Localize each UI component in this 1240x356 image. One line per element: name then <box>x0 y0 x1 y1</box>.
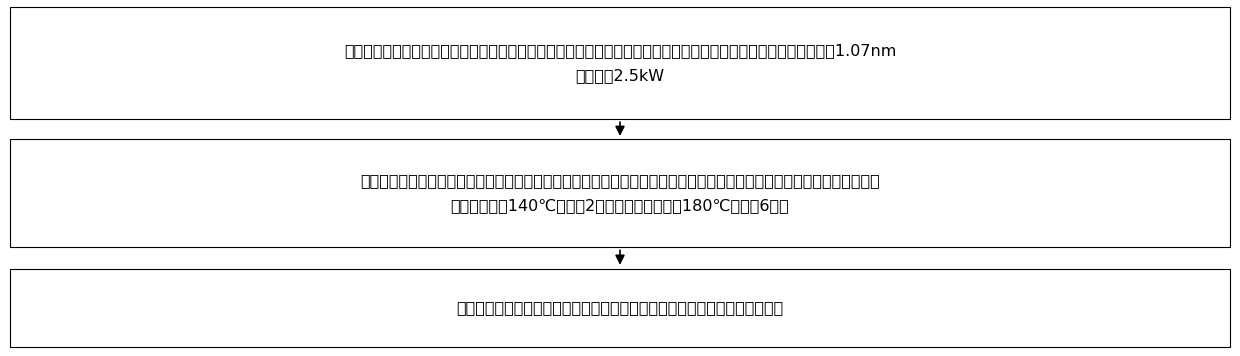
FancyBboxPatch shape <box>10 139 1230 247</box>
Text: 采用电磁成型的方式对所述半成品进行塑性变形处理，以得到所述薄壁型构件: 采用电磁成型的方式对所述半成品进行塑性变形处理，以得到所述薄壁型构件 <box>456 300 784 315</box>
FancyBboxPatch shape <box>10 269 1230 347</box>
Text: 对经过焊接处理的焊态铝合金板料依次进行固溶处理及双级时效处理，以得到薄壁型构件的半成品；其中，双级时效处理的
第一阶段为在140℃下保持2小时，第二阶段为在18: 对经过焊接处理的焊态铝合金板料依次进行固溶处理及双级时效处理，以得到薄壁型构件的… <box>360 173 880 213</box>
FancyBboxPatch shape <box>10 7 1230 119</box>
Text: 对铝合金板料的焊缝处进行清理打磨后，采用激光对退火态的铝合金板料进行激光焊拼接；其中，所述激光的波长为1.07nm
，功率为2.5kW: 对铝合金板料的焊缝处进行清理打磨后，采用激光对退火态的铝合金板料进行激光焊拼接；… <box>343 43 897 83</box>
